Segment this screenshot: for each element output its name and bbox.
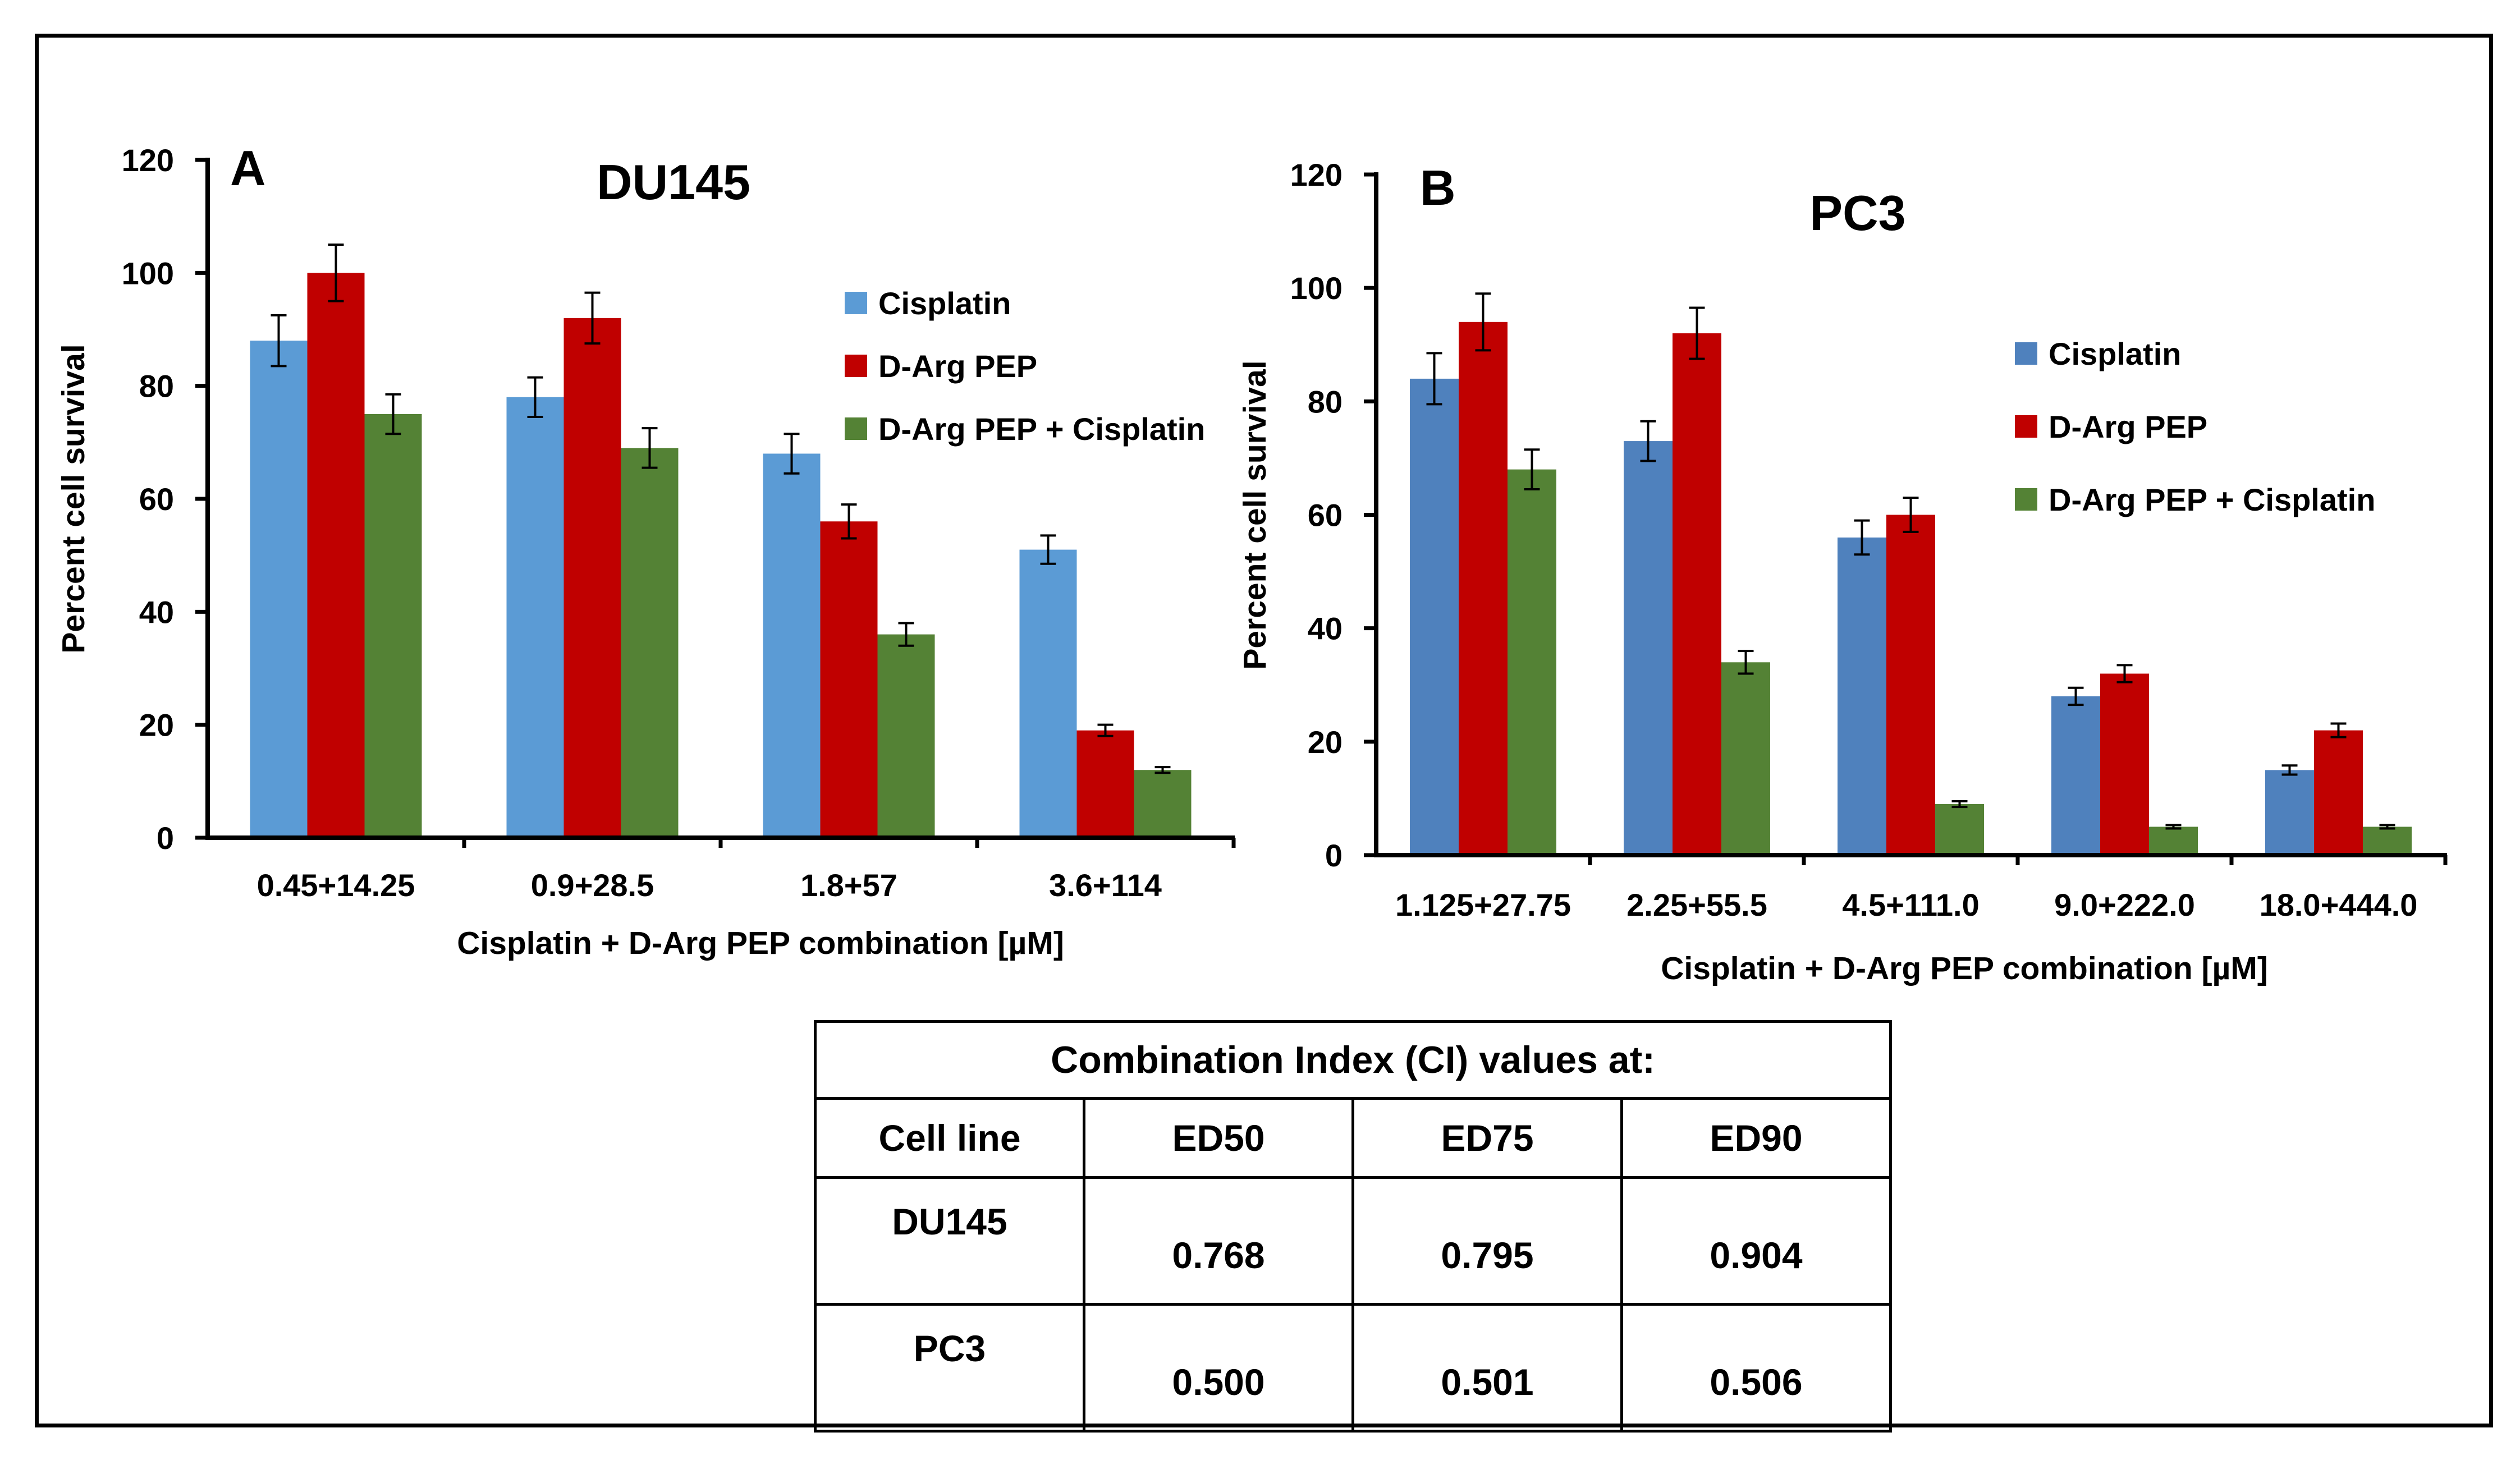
panel-b-bar-2-1 [1721, 662, 1770, 855]
panel-b-y-tick-label-6: 120 [1290, 157, 1343, 192]
panel-a-y-tick-label-2: 40 [139, 594, 174, 630]
panel-b-legend-label-0: Cisplatin [2049, 336, 2181, 371]
panel-a-y-axis-label: Percent cell survival [56, 344, 91, 653]
table-row-pc3: PC3 0.500 0.501 0.506 [814, 1303, 1893, 1433]
panel-a-x-axis-label: Cisplatin + D-Arg PEP combination [µM] [457, 925, 1064, 961]
panel-a-title: DU145 [597, 154, 750, 210]
panel-a-y-tick-label-4: 80 [139, 369, 174, 404]
panel-a-bar-2-1 [621, 448, 679, 838]
panel-a-y-tick-label-5: 100 [122, 255, 174, 291]
panel-b-legend-swatch-2 [2015, 488, 2037, 511]
panel-b-bar-2-0 [1508, 469, 1556, 855]
panel-b-letter: B [1420, 160, 1456, 215]
panel-b-x-tick-label-2: 4.5+111.0 [1842, 887, 1980, 922]
panel-b-bar-0-3 [2051, 696, 2100, 855]
panel-a-legend-label-1: D-Arg PEP [878, 348, 1037, 384]
header-cell-line: Cell line [814, 1097, 1085, 1179]
panel-b-bar-1-0 [1459, 322, 1508, 855]
panel-b-y-tick-label-5: 100 [1290, 270, 1343, 306]
header-ed75: ED75 [1351, 1097, 1623, 1179]
panel-b-bar-0-1 [1624, 441, 1673, 855]
panel-a-legend-label-0: Cisplatin [878, 286, 1011, 321]
panel-b-bar-2-4 [2363, 827, 2412, 855]
panel-b-x-tick-label-1: 2.25+55.5 [1626, 887, 1767, 922]
panel-b-bar-1-4 [2314, 730, 2363, 855]
panel-b-bar-1-1 [1673, 333, 1721, 855]
combination-index-table: Combination Index (CI) values at: Cell l… [813, 1020, 1893, 1433]
panel-a-y-tick-label-3: 60 [139, 481, 174, 517]
panel-a-bar-0-3 [1019, 549, 1077, 838]
header-ed50: ED50 [1083, 1097, 1354, 1179]
panel-b-y-tick-label-0: 0 [1325, 838, 1343, 873]
panel-b-legend-swatch-1 [2015, 415, 2037, 438]
panel-b-x-axis-label: Cisplatin + D-Arg PEP combination [µM] [1661, 951, 2268, 986]
panel-a-legend-swatch-1 [845, 355, 867, 377]
table-caption: Combination Index (CI) values at: [813, 1020, 1893, 1100]
pc3-ed90: 0.506 [1620, 1303, 1893, 1433]
panel-b-y-axis-label: Percent cell survival [1237, 360, 1273, 669]
panel-a-bar-1-0 [307, 273, 365, 838]
cell-line-pc3: PC3 [814, 1303, 1085, 1433]
pc3-ed50: 0.500 [1083, 1303, 1354, 1433]
panel-b-legend-swatch-0 [2015, 342, 2037, 365]
panel-b-x-tick-label-3: 9.0+222.0 [2054, 887, 2195, 922]
panel-a-bar-0-0 [250, 341, 308, 838]
panel-a-bar-1-3 [1076, 730, 1134, 838]
panel-a-legend-swatch-0 [845, 292, 867, 314]
panel-a-bar-1-2 [820, 521, 878, 838]
panel-a-bar-1-1 [563, 318, 621, 838]
panel-a-bar-0-1 [506, 397, 564, 838]
panel-a-legend-swatch-2 [845, 417, 867, 440]
du145-ed75: 0.795 [1351, 1176, 1623, 1306]
panel-a-bar-0-2 [763, 453, 821, 838]
du145-ed90: 0.904 [1620, 1176, 1893, 1306]
pc3-ed75: 0.501 [1351, 1303, 1623, 1433]
header-ed90: ED90 [1620, 1097, 1893, 1179]
panel-a-x-tick-label-0: 0.45+14.25 [257, 867, 415, 903]
table-row-du145: DU145 0.768 0.795 0.904 [814, 1176, 1893, 1306]
panel-a-y-tick-label-6: 120 [122, 143, 174, 178]
panel-b-title: PC3 [1809, 185, 1905, 241]
panel-b-x-tick-label-4: 18.0+444.0 [2260, 887, 2418, 922]
panel-a-x-tick-label-2: 1.8+57 [800, 867, 897, 903]
panel-b-legend-label-1: D-Arg PEP [2049, 409, 2207, 444]
panel-a-x-tick-label-1: 0.9+28.5 [531, 867, 654, 903]
panel-a-y-tick-label-1: 20 [139, 708, 174, 743]
panel-b-y-tick-label-2: 40 [1308, 611, 1343, 646]
panel-a-bar-2-2 [877, 634, 935, 838]
panel-b-legend-label-2: D-Arg PEP + Cisplatin [2049, 482, 2375, 517]
panel-b-bar-0-0 [1410, 378, 1459, 855]
panel-b-y-tick-label-3: 60 [1308, 498, 1343, 533]
panel-b-bar-1-2 [1886, 515, 1935, 855]
panel-a-y-tick-label-0: 0 [157, 820, 174, 856]
charts-canvas: 0.45+14.25 0.9+28.5 1.8+57 3.6+114 0 20 40 60 80… [56, 140, 2448, 986]
panel-b-bar-1-3 [2100, 673, 2149, 855]
panel-b-bar-0-4 [2265, 770, 2314, 855]
panel-a-legend-label-2: D-Arg PEP + Cisplatin [878, 411, 1205, 447]
panel-a-bar-2-0 [364, 414, 422, 838]
panel-a-x-tick-label-3: 3.6+114 [1049, 867, 1162, 903]
panel-b-bar-2-2 [1935, 804, 1984, 855]
cell-line-du145: DU145 [814, 1176, 1085, 1306]
du145-ed50: 0.768 [1083, 1176, 1354, 1306]
panel-b-bar-0-2 [1838, 537, 1886, 855]
panel-b-x-tick-label-0: 1.125+27.75 [1395, 887, 1571, 922]
panel-b-bar-2-3 [2149, 827, 2198, 855]
panel-b-y-tick-label-4: 80 [1308, 384, 1343, 419]
panel-a-bar-2-3 [1134, 770, 1192, 838]
panel-a-letter: A [230, 140, 266, 196]
panel-b-y-tick-label-1: 20 [1308, 724, 1343, 760]
